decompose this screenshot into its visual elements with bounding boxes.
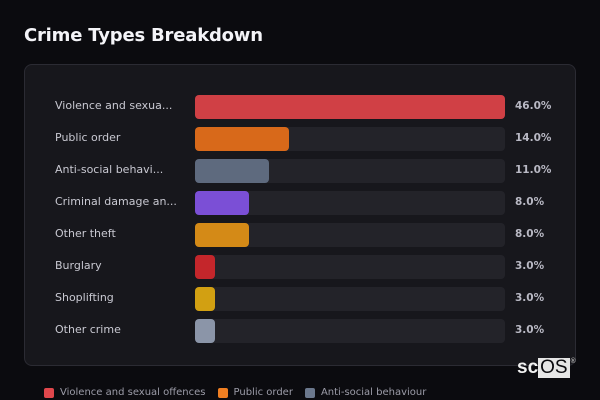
bar-track	[195, 255, 505, 279]
bar-value: 3.0%	[515, 292, 545, 304]
bar-row: Other theft 8.0%	[25, 223, 575, 247]
bar-label: Other crime	[55, 323, 121, 336]
bar-value: 8.0%	[515, 228, 545, 240]
bar-track	[195, 95, 505, 119]
bar-label: Public order	[55, 131, 121, 144]
bar-row: Other crime 3.0%	[25, 319, 575, 343]
bar-value: 11.0%	[515, 164, 552, 176]
bar-track	[195, 223, 505, 247]
bar-track	[195, 191, 505, 215]
watermark-os: OS	[538, 357, 570, 378]
bar-fill[interactable]	[195, 191, 249, 215]
bar-label: Shoplifting	[55, 291, 114, 304]
bar-value: 14.0%	[515, 132, 552, 144]
legend-swatch-icon	[217, 387, 228, 398]
bar-row: Anti-social behavi... 11.0%	[25, 159, 575, 183]
legend-label: Public order	[233, 387, 293, 398]
legend-swatch-icon	[304, 387, 315, 398]
bar-label: Other theft	[55, 227, 116, 240]
bar-track	[195, 127, 505, 151]
bar-fill[interactable]	[195, 223, 249, 247]
bar-value: 46.0%	[515, 100, 552, 112]
registered-icon: ®	[570, 358, 576, 365]
bar-label: Criminal damage an...	[55, 195, 177, 208]
bar-fill[interactable]	[195, 127, 290, 151]
bar-row: Public order 14.0%	[25, 127, 575, 151]
bar-fill[interactable]	[195, 255, 216, 279]
bar-track	[195, 159, 505, 183]
bar-fill[interactable]	[195, 95, 505, 119]
legend-item[interactable]: Anti-social behaviour	[304, 387, 427, 398]
bar-value: 3.0%	[515, 324, 545, 336]
legend-swatch-icon	[44, 387, 54, 398]
bar-fill[interactable]	[195, 287, 216, 311]
bar-row: Shoplifting 3.0%	[25, 287, 575, 311]
legend-label: Anti-social behaviour	[320, 387, 427, 398]
bar-row: Violence and sexua... 46.0%	[25, 95, 575, 119]
bar-value: 3.0%	[515, 260, 545, 272]
bar-label: Anti-social behavi...	[55, 163, 164, 176]
bar-label: Violence and sexua...	[55, 99, 173, 112]
bar-label: Burglary	[55, 259, 102, 272]
chart-panel: Violence and sexua... 46.0% Public order 14…	[24, 64, 576, 366]
bar-value: 8.0%	[515, 196, 545, 208]
bar-track	[195, 319, 505, 343]
watermark-sc: sc	[517, 357, 539, 378]
bar-track	[195, 287, 505, 311]
bar-fill[interactable]	[195, 159, 270, 183]
chart-legend: Violence and sexual offences Public order…	[44, 387, 426, 398]
legend-item[interactable]: Public order	[217, 387, 293, 398]
chart-title: Crime Types Breakdown	[24, 25, 263, 46]
bar-row: Burglary 3.0%	[25, 255, 575, 279]
bar-fill[interactable]	[195, 319, 216, 343]
legend-item[interactable]: Violence and sexual offences	[44, 387, 206, 398]
bar-row: Criminal damage an... 8.0%	[25, 191, 575, 215]
watermark-logo: sc OS ®	[517, 358, 576, 378]
legend-label: Violence and sexual offences	[60, 387, 206, 398]
